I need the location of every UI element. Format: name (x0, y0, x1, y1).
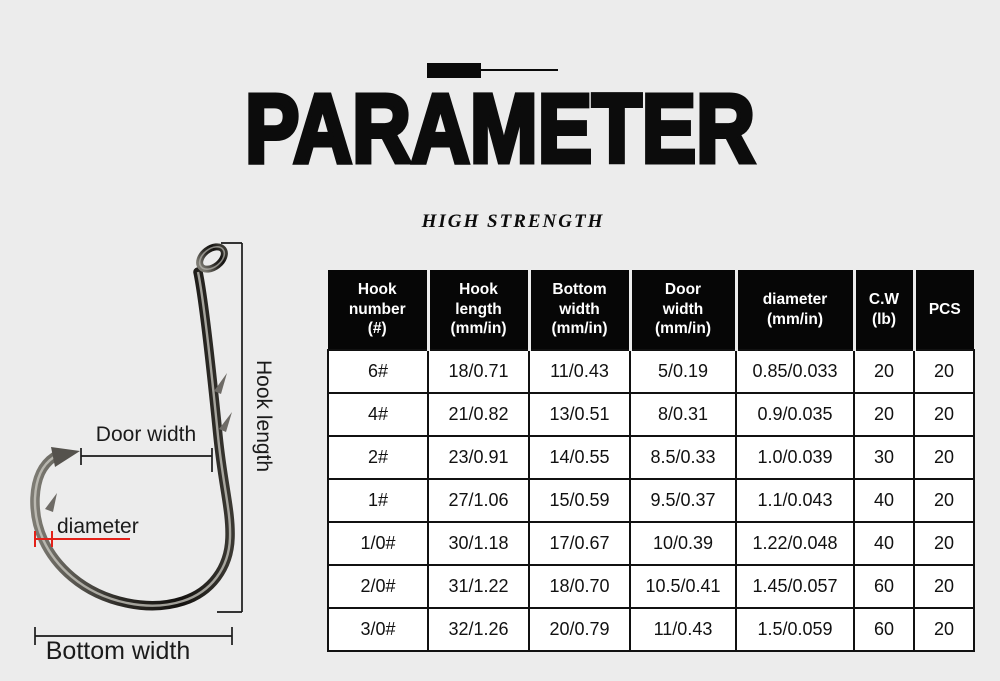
column-header: C.W (lb) (852, 270, 914, 350)
table-cell: 20 (853, 349, 915, 394)
table-cell: 20 (913, 392, 975, 437)
table-cell: 11/0.43 (629, 607, 737, 652)
table-cell: 40 (853, 478, 915, 523)
hook-point (51, 447, 80, 467)
shank-barb-1 (214, 373, 227, 394)
table-row: 2# 23/0.91 14/0.55 8.5/0.33 1.0/0.039 30 20 (327, 435, 975, 480)
column-header: PCS (912, 270, 974, 350)
table-cell: 18/0.71 (427, 349, 530, 394)
hook-wire (30, 243, 235, 611)
table-cell: 15/0.59 (528, 478, 631, 523)
table-cell: 18/0.70 (528, 564, 631, 609)
table-cell: 20/0.79 (528, 607, 631, 652)
table-cell: 20 (853, 392, 915, 437)
title-decoration-bar (427, 63, 481, 78)
table-body: 6# 18/0.71 11/0.43 5/0.19 0.85/0.033 20 20 4# 21… (327, 349, 975, 652)
table-header-row: Hook number (#) Hook length (mm/in) Bottom… (328, 270, 974, 350)
table-cell: 2/0# (327, 564, 429, 609)
table-cell: 20 (913, 521, 975, 566)
column-header: Hook length (mm/in) (426, 270, 529, 350)
table-cell: 14/0.55 (528, 435, 631, 480)
table-cell: 20 (913, 349, 975, 394)
table-cell: 21/0.82 (427, 392, 530, 437)
table-cell: 0.85/0.033 (735, 349, 855, 394)
column-header: Bottom width (mm/in) (527, 270, 630, 350)
table-cell: 60 (853, 607, 915, 652)
table-cell: 10.5/0.41 (629, 564, 737, 609)
fishing-hook-diagram (30, 242, 243, 645)
diameter-line (34, 531, 130, 547)
table-cell: 40 (853, 521, 915, 566)
table-row: 1# 27/1.06 15/0.59 9.5/0.37 1.1/0.043 40 20 (327, 478, 975, 523)
table-cell: 20 (913, 478, 975, 523)
table-cell: 11/0.43 (528, 349, 631, 394)
table-cell: 27/1.06 (427, 478, 530, 523)
column-header: diameter (mm/in) (734, 270, 854, 350)
table-cell: 20 (913, 435, 975, 480)
hook-spec-table: Hook number (#) Hook length (mm/in) Bottom… (327, 270, 975, 652)
point-barb (45, 493, 57, 512)
table-cell: 1/0# (327, 521, 429, 566)
table-cell: 10/0.39 (629, 521, 737, 566)
table-cell: 30 (853, 435, 915, 480)
dimension-lines (34, 242, 243, 645)
table-cell: 5/0.19 (629, 349, 737, 394)
column-header: Hook number (#) (328, 270, 428, 350)
table-cell: 20 (913, 607, 975, 652)
title-decoration-line (481, 69, 558, 71)
page-subtitle: HIGH STRENGTH (421, 211, 605, 232)
table-cell: 8/0.31 (629, 392, 737, 437)
table-cell: 2# (327, 435, 429, 480)
door-width-label: Door width (95, 423, 197, 446)
hook-length-label: Hook length (252, 360, 275, 473)
table-cell: 31/1.22 (427, 564, 530, 609)
table-cell: 8.5/0.33 (629, 435, 737, 480)
table-cell: 23/0.91 (427, 435, 530, 480)
bottom-width-label: Bottom width (45, 637, 191, 665)
table-cell: 30/1.18 (427, 521, 530, 566)
column-header: Door width (mm/in) (628, 270, 736, 350)
table-row: 3/0# 32/1.26 20/0.79 11/0.43 1.5/0.059 60 20 (327, 607, 975, 652)
page-title: PARAMETER (243, 74, 757, 183)
table-cell: 0.9/0.035 (735, 392, 855, 437)
table-cell: 1.0/0.039 (735, 435, 855, 480)
table-cell: 1# (327, 478, 429, 523)
table-cell: 32/1.26 (427, 607, 530, 652)
table-cell: 13/0.51 (528, 392, 631, 437)
table-row: 2/0# 31/1.22 18/0.70 10.5/0.41 1.45/0.057 60 2… (327, 564, 975, 609)
table-cell: 6# (327, 349, 429, 394)
table-row: 4# 21/0.82 13/0.51 8/0.31 0.9/0.035 20 20 (327, 392, 975, 437)
table-row: 1/0# 30/1.18 17/0.67 10/0.39 1.22/0.048 40 20 (327, 521, 975, 566)
table-cell: 60 (853, 564, 915, 609)
table-cell: 17/0.67 (528, 521, 631, 566)
table-cell: 20 (913, 564, 975, 609)
table-cell: 1.1/0.043 (735, 478, 855, 523)
table-cell: 4# (327, 392, 429, 437)
table-cell: 9.5/0.37 (629, 478, 737, 523)
table-cell: 1.5/0.059 (735, 607, 855, 652)
table-cell: 3/0# (327, 607, 429, 652)
table-cell: 1.22/0.048 (735, 521, 855, 566)
diameter-label: diameter (57, 515, 139, 538)
table-row: 6# 18/0.71 11/0.43 5/0.19 0.85/0.033 20 20 (327, 349, 975, 394)
shank-barb-2 (219, 412, 232, 432)
table-cell: 1.45/0.057 (735, 564, 855, 609)
